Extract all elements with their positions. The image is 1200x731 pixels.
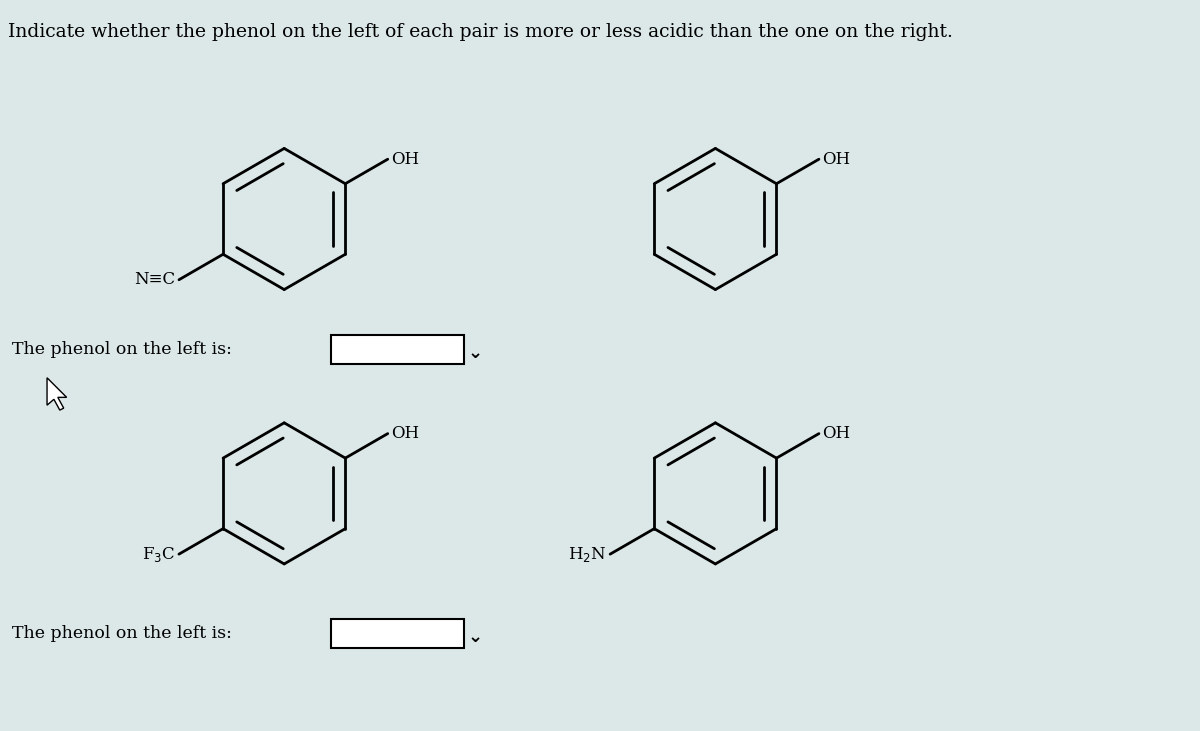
- Text: ⌄: ⌄: [468, 344, 482, 363]
- Text: F$_3$C: F$_3$C: [142, 545, 175, 564]
- Text: ⌄: ⌄: [468, 629, 482, 646]
- Text: N≡C: N≡C: [134, 271, 175, 288]
- Text: Indicate whether the phenol on the left of each pair is more or less acidic than: Indicate whether the phenol on the left …: [8, 23, 953, 41]
- Text: OH: OH: [391, 425, 419, 442]
- Bar: [331, 335, 463, 364]
- Bar: [331, 619, 463, 648]
- Text: The phenol on the left is:: The phenol on the left is:: [12, 625, 232, 642]
- Text: H$_2$N: H$_2$N: [568, 545, 606, 564]
- Text: OH: OH: [822, 425, 850, 442]
- Text: The phenol on the left is:: The phenol on the left is:: [12, 341, 232, 358]
- Text: OH: OH: [822, 151, 850, 167]
- Polygon shape: [47, 378, 67, 410]
- Text: OH: OH: [391, 151, 419, 167]
